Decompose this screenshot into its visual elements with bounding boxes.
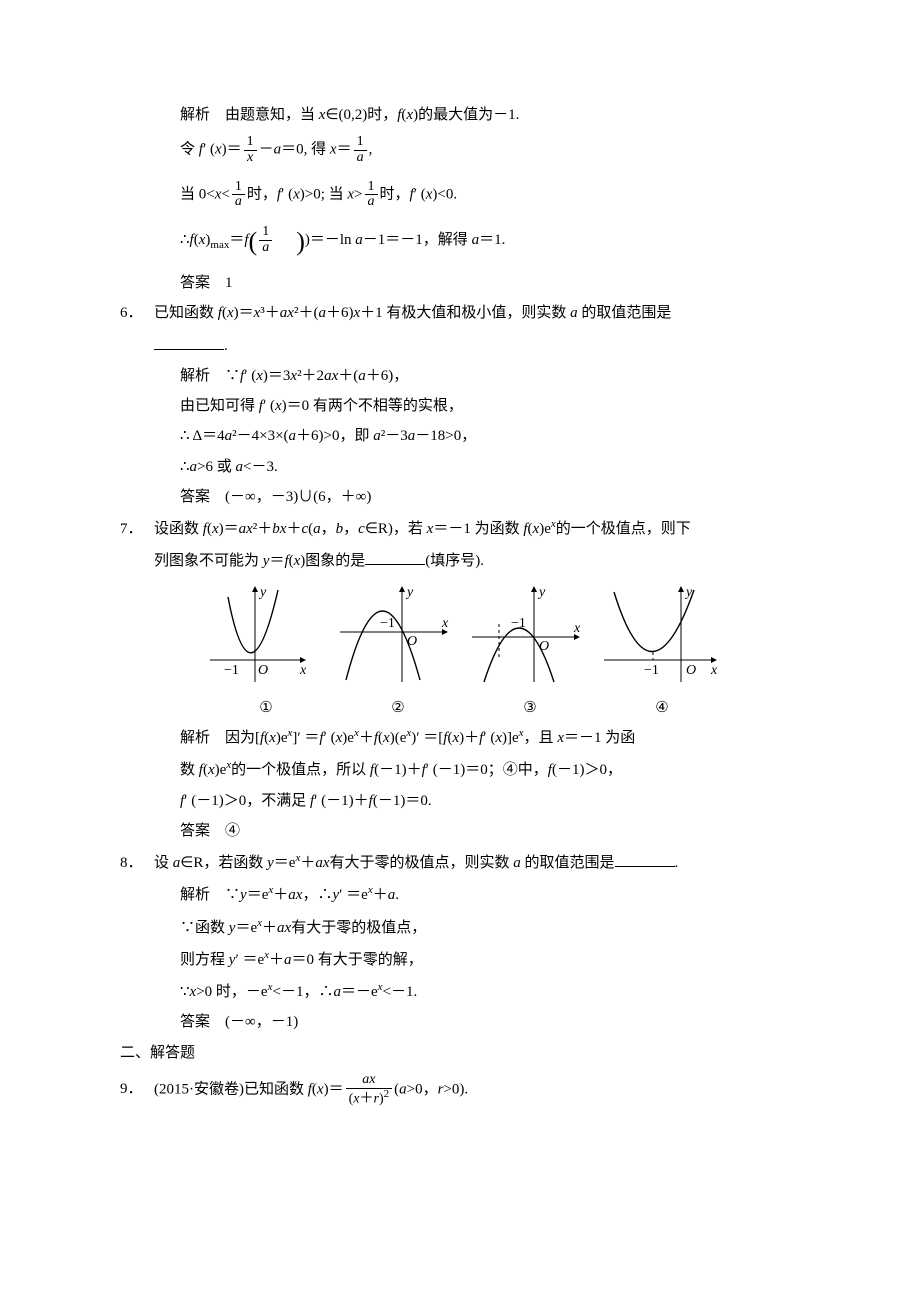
q6-s3: ∴ Δ＝4a²－4×3×(a＋6)>0，即 a²－3a－18>0，	[120, 426, 820, 446]
q8-s4: ∵x>0 时，－ex<－1，∴a＝－ex<－1.	[120, 980, 820, 1002]
q7-stem-l1: 7．设函数 f(x)＝ax²＋bx＋c(a，b，c∈R)，若 x＝－1 为函数 …	[120, 517, 820, 539]
section-2-heading: 二、解答题	[120, 1043, 820, 1063]
svg-text:O: O	[539, 639, 549, 654]
svg-text:y: y	[258, 585, 267, 600]
q6-s4: ∴a>6 或 a<－3.	[120, 457, 820, 477]
q6-blank: .	[120, 334, 820, 356]
svg-text:−1: −1	[644, 663, 659, 678]
label-4: ④	[596, 698, 728, 718]
q6-answer: 答案 (－∞，－3)∪(6，＋∞)	[120, 487, 820, 507]
svg-text:−1: −1	[511, 616, 526, 631]
fill-blank[interactable]	[615, 851, 675, 867]
q5-sol-line1: 解析 由题意知，当 x∈(0,2)时，f(x)的最大值为－1.	[120, 105, 820, 125]
svg-text:y: y	[684, 585, 693, 600]
svg-text:x: x	[710, 663, 718, 678]
q7-graph-row: y x O −1 y x O −1 y x	[120, 582, 820, 696]
label-1: ①	[200, 698, 332, 718]
fill-blank[interactable]	[154, 334, 224, 350]
q6-stem: 6．已知函数 f(x)＝x³＋ax²＋(a＋6)x＋1 有极大值和极小值，则实数…	[120, 303, 820, 323]
q5-answer: 答案 1	[120, 273, 820, 293]
q7-labels: ① ② ③ ④	[120, 698, 730, 718]
svg-text:O: O	[407, 634, 417, 649]
q6-s2: 由已知可得 f′ (x)＝0 有两个不相等的实根，	[120, 396, 820, 416]
q5-sol-line3: 当 0<x<1a时，f′ (x)>0; 当 x>1a时，f′ (x)<0.	[120, 180, 820, 210]
q8-answer: 答案 (－∞，－1)	[120, 1012, 820, 1032]
svg-text:O: O	[686, 663, 696, 678]
label-3: ③	[464, 698, 596, 718]
q8-s3: 则方程 y′ ＝ex＋a＝0 有大于零的解，	[120, 948, 820, 970]
svg-text:O: O	[258, 663, 268, 678]
q7-s3: f′ (－1)＞0，不满足 f′ (－1)＋f(－1)＝0.	[120, 791, 820, 811]
svg-text:−1: −1	[380, 616, 395, 631]
q6-s1: 解析 ∵f′ (x)＝3x²＋2ax＋(a＋6)，	[120, 366, 820, 386]
q8-stem: 8．设 a∈R，若函数 y＝ex＋ax有大于零的极值点，则实数 a 的取值范围是…	[120, 851, 820, 873]
svg-text:x: x	[573, 621, 581, 636]
q7-answer: 答案 ④	[120, 821, 820, 841]
svg-text:x: x	[299, 663, 307, 678]
q5-sol-line4: ∴f(x)max＝f(1a))＝－ln a－1＝－1，解得 a＝1.	[120, 224, 820, 259]
q5-sol-line2: 令 f′ (x)＝1x－a＝0, 得 x＝1a,	[120, 135, 820, 165]
q9-stem: 9．(2015·安徽卷)已知函数 f(x)＝ax(x＋r)2(a>0，r>0).	[120, 1073, 820, 1107]
q7-s2: 数 f(x)ex的一个极值点，所以 f(－1)＋f′ (－1)＝0；④中，f(－…	[120, 758, 820, 780]
q7-s1: 解析 因为[f(x)ex]′ ＝f′ (x)ex＋f(x)(ex)′ ＝[f(x…	[120, 726, 820, 748]
label-2: ②	[332, 698, 464, 718]
page: 解析 由题意知，当 x∈(0,2)时，f(x)的最大值为－1. 令 f′ (x)…	[0, 0, 920, 1302]
svg-text:y: y	[537, 585, 546, 600]
svg-text:y: y	[405, 585, 414, 600]
q7-graphs-svg: y x O −1 y x O −1 y x	[200, 582, 730, 690]
q7-stem-l2: 列图象不可能为 y＝f(x)图象的是(填序号).	[120, 549, 820, 571]
fill-blank[interactable]	[365, 549, 425, 565]
svg-text:x: x	[441, 616, 449, 631]
q8-s1: 解析 ∵y＝ex＋ax，∴y′ ＝ex＋a.	[120, 883, 820, 905]
svg-text:−1: −1	[224, 663, 239, 678]
q8-s2: ∵函数 y＝ex＋ax有大于零的极值点，	[120, 916, 820, 938]
